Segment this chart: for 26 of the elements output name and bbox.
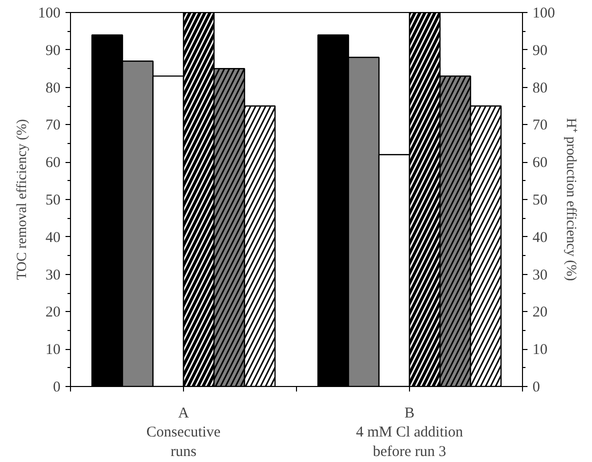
y2-tick-label: 60 <box>532 155 548 172</box>
y-tick-label: 20 <box>46 304 60 321</box>
y-tick-label: 50 <box>46 192 60 208</box>
y-tick-label: 60 <box>46 155 60 172</box>
y-tick-label: 100 <box>38 6 60 22</box>
y-tick-label: 40 <box>46 230 60 246</box>
y2-tick-label: 30 <box>532 267 548 284</box>
y-tick-label: 30 <box>46 267 60 284</box>
y2-tick-label: 100 <box>532 6 555 22</box>
y2-tick-label: 80 <box>532 80 548 96</box>
y2-tick-label: 10 <box>532 342 548 358</box>
x-tick-label: B 4 mM Cl addition before run 3 <box>356 406 464 460</box>
y-tick-label: 70 <box>46 118 60 134</box>
y2-tick-label: 0 <box>532 380 540 396</box>
y2-tick-label: 50 <box>532 192 548 208</box>
y2-axis-title: H⁺ production efficiency (%) <box>563 118 578 282</box>
y2-tick-label: 40 <box>532 230 548 246</box>
y2-tick-label: 90 <box>532 42 548 59</box>
y-axis-title: TOC removal efficiency (%) <box>15 118 30 280</box>
y-tick-label: 90 <box>46 42 60 59</box>
y2-tick-label: 20 <box>532 304 548 321</box>
y-tick-label: 0 <box>53 380 60 396</box>
y-tick-label: 10 <box>46 342 60 358</box>
x-tick-label: A Consecutive runs <box>146 406 221 460</box>
y2-tick-label: 70 <box>532 118 548 134</box>
y-tick-label: 80 <box>46 80 60 96</box>
